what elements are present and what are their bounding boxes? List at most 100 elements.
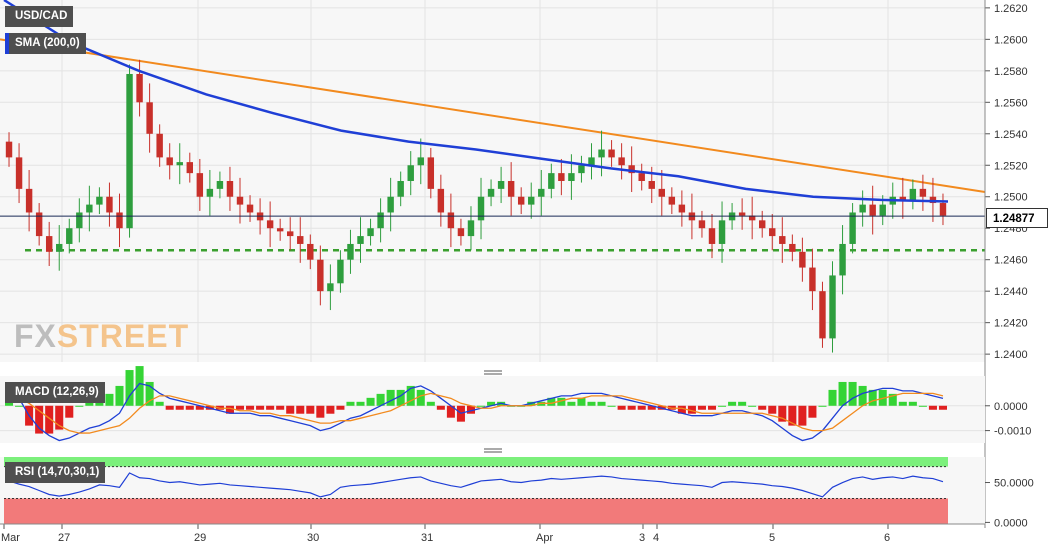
macd-histogram-bar bbox=[858, 385, 867, 406]
candle-body bbox=[648, 181, 655, 189]
candle-body bbox=[357, 236, 364, 244]
candle-body bbox=[327, 283, 334, 292]
price-tick-label: 1.2420 bbox=[994, 318, 1028, 330]
macd-histogram-bar bbox=[788, 405, 797, 426]
candle-body bbox=[829, 275, 836, 339]
macd-histogram-bar bbox=[356, 401, 365, 406]
candle-body bbox=[407, 165, 414, 181]
macd-histogram-bar bbox=[376, 393, 385, 406]
candle-body bbox=[166, 157, 173, 166]
instrument-label: USD/CAD bbox=[5, 6, 74, 27]
pane-divider-handle-2[interactable] bbox=[484, 448, 502, 453]
fxstreet-logo: FXSTREET bbox=[14, 318, 190, 354]
candle-body bbox=[186, 162, 194, 174]
macd-histogram-bar bbox=[838, 381, 847, 406]
rsi-tick-label: 50.0000 bbox=[994, 478, 1034, 490]
candle-body bbox=[859, 204, 866, 213]
candle-body bbox=[718, 220, 726, 244]
macd-histogram-bar bbox=[15, 405, 24, 407]
candle-body bbox=[507, 181, 515, 197]
macd-histogram-bar bbox=[175, 405, 184, 410]
macd-histogram-bar bbox=[235, 405, 245, 410]
macd-histogram-bar bbox=[587, 401, 596, 406]
candle-body bbox=[839, 243, 846, 276]
macd-histogram-bar bbox=[115, 385, 124, 406]
macd-tick-label: -0.0010 bbox=[994, 426, 1031, 438]
macd-histogram-bar bbox=[627, 405, 636, 410]
macd-histogram-bar bbox=[35, 405, 44, 434]
candle-body bbox=[106, 196, 113, 213]
candle-body bbox=[5, 141, 13, 158]
candle-body bbox=[156, 133, 163, 158]
candle-body bbox=[477, 196, 485, 221]
price-tick-label: 1.2500 bbox=[994, 192, 1028, 204]
macd-histogram-bar bbox=[436, 405, 445, 410]
candle-body bbox=[487, 188, 495, 197]
candle-body bbox=[397, 181, 404, 197]
macd-histogram-bar bbox=[908, 401, 917, 406]
candle-body bbox=[226, 181, 234, 197]
candle-body bbox=[76, 212, 83, 229]
macd-legend: MACD (12,26,9) bbox=[5, 382, 105, 403]
candle-body bbox=[668, 196, 676, 205]
macd-histogram-bar bbox=[256, 405, 265, 410]
macd-histogram-bar bbox=[195, 405, 204, 410]
macd-histogram-bar bbox=[135, 366, 144, 406]
macd-histogram-bar bbox=[45, 405, 54, 434]
macd-histogram-bar bbox=[296, 405, 305, 414]
price-tick-label: 1.2580 bbox=[994, 66, 1028, 78]
candle-body bbox=[126, 73, 133, 229]
macd-histogram-bar bbox=[547, 397, 556, 406]
candle-body bbox=[899, 196, 907, 200]
rsi-tick-label: 0.0000 bbox=[994, 517, 1028, 529]
candle-body bbox=[417, 157, 424, 166]
macd-histogram-bar bbox=[487, 401, 496, 406]
candle-body bbox=[578, 165, 585, 174]
candle-body bbox=[266, 220, 274, 229]
sma-legend: SMA (200,0) bbox=[5, 33, 86, 54]
macd-histogram-bar bbox=[145, 381, 154, 406]
macd-histogram-bar bbox=[868, 389, 877, 406]
trendline bbox=[0, 38, 986, 194]
macd-histogram-bar bbox=[567, 401, 576, 406]
time-tick-label: 6 bbox=[884, 532, 890, 544]
macd-histogram-bar bbox=[286, 405, 295, 414]
candle-body bbox=[196, 173, 204, 197]
candle-body bbox=[236, 196, 244, 205]
macd-histogram-bar bbox=[798, 405, 807, 426]
candle-body bbox=[56, 243, 63, 252]
candle-body bbox=[538, 188, 545, 197]
pane-divider-handle-1[interactable] bbox=[484, 370, 502, 375]
candle-body bbox=[176, 162, 183, 166]
macd-histogram-bar bbox=[758, 405, 767, 410]
macd-histogram-bar bbox=[728, 401, 737, 406]
macd-histogram-bar bbox=[597, 401, 606, 406]
candle-body bbox=[45, 236, 53, 252]
macd-histogram-bar bbox=[366, 397, 375, 406]
candle-body bbox=[457, 228, 465, 237]
candle-body bbox=[789, 243, 796, 252]
macd-histogram-bar bbox=[768, 405, 777, 414]
macd-histogram-bar bbox=[326, 405, 335, 414]
macd-histogram-bar bbox=[828, 389, 837, 406]
sma-200-line bbox=[3, 0, 949, 203]
candle-body bbox=[618, 157, 625, 166]
macd-tick-label: 0.0000 bbox=[994, 401, 1028, 413]
candle-body bbox=[758, 220, 766, 229]
macd-histogram-bar bbox=[617, 405, 626, 410]
candle-body bbox=[879, 204, 886, 216]
macd-histogram-bar bbox=[336, 405, 345, 410]
macd-histogram-bar bbox=[778, 405, 787, 422]
macd-histogram-bar bbox=[707, 405, 717, 410]
time-tick-label: Mar bbox=[1, 532, 20, 544]
macd-histogram-bar bbox=[808, 405, 817, 418]
candle-body bbox=[638, 173, 645, 181]
candle-body bbox=[467, 220, 475, 237]
macd-histogram-bar bbox=[748, 405, 757, 407]
time-tick-label: 30 bbox=[307, 532, 319, 544]
macd-histogram-bar bbox=[55, 405, 64, 430]
candle-body bbox=[307, 243, 314, 260]
macd-histogram-bar bbox=[647, 405, 656, 410]
price-tick-label: 1.2540 bbox=[994, 129, 1028, 141]
